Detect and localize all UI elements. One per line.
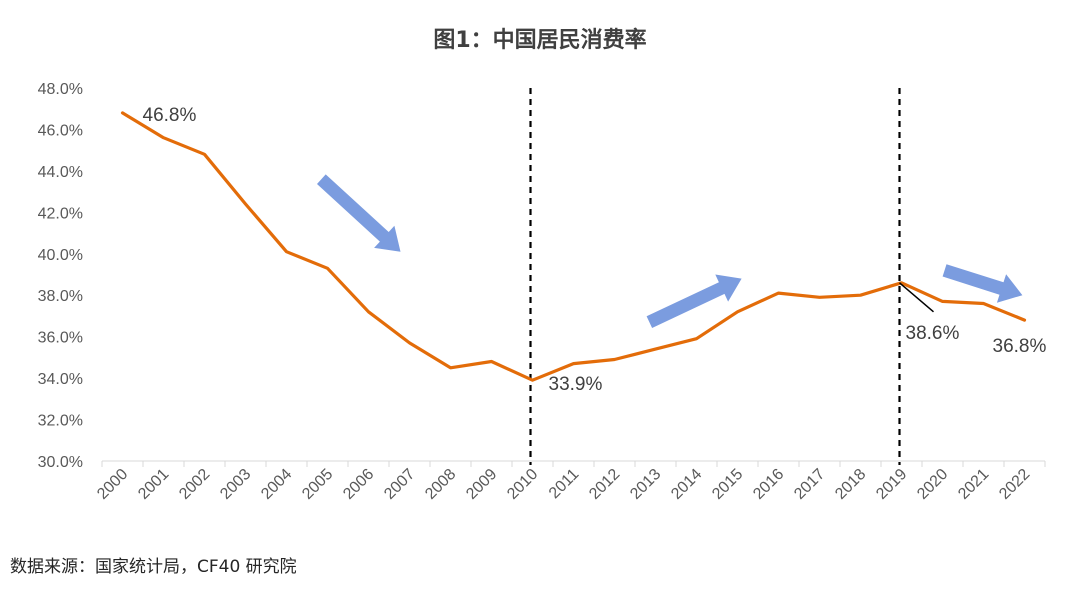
x-tick-label: 2014 xyxy=(668,466,705,503)
x-tick-label: 2011 xyxy=(546,466,582,502)
x-tick-label: 2000 xyxy=(94,466,131,503)
x-tick-label: 2004 xyxy=(258,466,295,503)
y-tick-label: 38.0% xyxy=(38,288,83,305)
x-tick-label: 2018 xyxy=(832,466,869,503)
y-tick-label: 40.0% xyxy=(38,247,83,264)
x-tick-label: 2021 xyxy=(955,466,992,503)
y-tick-label: 48.0% xyxy=(38,81,83,98)
y-tick-label: 36.0% xyxy=(38,330,83,347)
x-tick-label: 2020 xyxy=(914,466,951,503)
data-label: 46.8% xyxy=(143,105,197,126)
x-tick-label: 2009 xyxy=(463,466,500,503)
annotation-leader-line xyxy=(899,282,934,313)
x-tick-label: 2002 xyxy=(176,466,213,503)
chart-title: 图1：中国居民消费率 xyxy=(433,28,647,53)
x-tick-label: 2022 xyxy=(996,466,1033,503)
x-tick-label: 2012 xyxy=(586,466,623,503)
y-tick-label: 32.0% xyxy=(38,413,83,430)
y-tick-label: 46.0% xyxy=(38,122,83,139)
y-tick-label: 44.0% xyxy=(38,164,83,181)
trend-arrow-down-icon xyxy=(317,174,401,252)
trend-arrow-down-icon xyxy=(942,264,1023,303)
x-tick-label: 2017 xyxy=(791,466,828,503)
x-tick-label: 2008 xyxy=(422,466,459,503)
x-tick-label: 2005 xyxy=(299,466,336,503)
trend-arrow-up-icon xyxy=(646,274,742,328)
consumption-rate-line xyxy=(120,111,1027,382)
y-tick-label: 30.0% xyxy=(38,454,83,471)
x-tick-label: 2010 xyxy=(504,466,541,503)
data-label: 36.8% xyxy=(993,336,1047,357)
y-tick-label: 34.0% xyxy=(38,371,83,388)
y-tick-label: 42.0% xyxy=(38,205,83,222)
source-note: 数据来源：国家统计局，CF40 研究院 xyxy=(10,557,297,577)
x-tick-label: 2019 xyxy=(873,466,910,503)
x-tick-label: 2013 xyxy=(627,466,664,503)
data-label: 38.6% xyxy=(906,323,960,344)
data-label: 33.9% xyxy=(549,374,603,395)
x-tick-label: 2006 xyxy=(340,466,377,503)
x-tick-label: 2003 xyxy=(217,466,254,503)
x-tick-label: 2016 xyxy=(750,466,787,503)
x-tick-label: 2001 xyxy=(135,466,172,503)
x-tick-label: 2007 xyxy=(381,466,418,503)
x-tick-label: 2015 xyxy=(709,466,746,503)
